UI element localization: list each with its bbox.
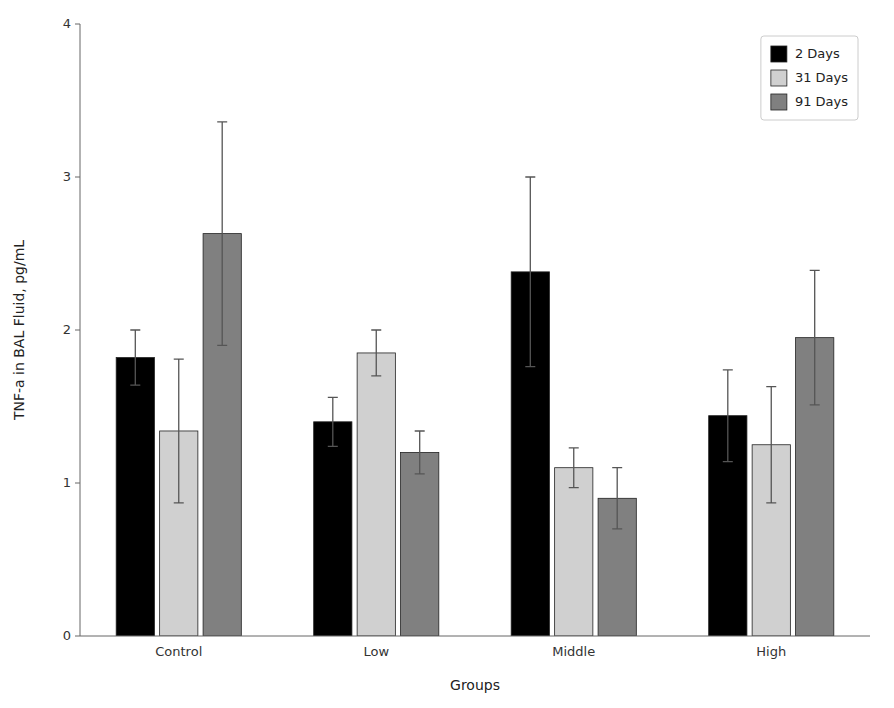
bar: [401, 452, 439, 636]
bar: [357, 353, 395, 636]
error-bar: [525, 177, 535, 367]
chart-container: 0 1 2 3 4 Control Low Middle High Groups TNF-a in …: [0, 0, 894, 708]
y-tick-label: 1: [63, 475, 71, 490]
y-axis-label: TNF-a in BAL Fluid, pg/mL: [11, 240, 27, 421]
bar: [555, 468, 593, 636]
error-bars: [130, 122, 819, 529]
y-axis: 0 1 2 3 4: [63, 16, 80, 643]
legend-label: 2 Days: [795, 46, 840, 61]
error-bar: [612, 468, 622, 529]
x-tick-label: Low: [363, 644, 389, 659]
legend-swatch: [771, 94, 787, 110]
y-tick-label: 4: [63, 16, 71, 31]
x-axis: Control Low Middle High: [155, 644, 786, 659]
legend-swatch: [771, 46, 787, 62]
legend-label: 31 Days: [795, 70, 848, 85]
legend: 2 Days 31 Days 91 Days: [761, 36, 858, 120]
series-bars: [203, 234, 834, 636]
y-tick-label: 3: [63, 169, 71, 184]
error-bar: [130, 330, 140, 385]
y-tick-label: 0: [63, 628, 71, 643]
error-bar: [569, 448, 579, 488]
y-tick: [75, 330, 80, 331]
bar: [314, 422, 352, 636]
x-tick-label: High: [756, 644, 786, 659]
legend-box: [761, 36, 858, 120]
x-axis-line: [80, 636, 870, 637]
error-bar: [415, 431, 425, 474]
series-bars: [160, 353, 791, 636]
bar: [116, 358, 154, 636]
error-bar: [723, 370, 733, 462]
error-bar: [174, 359, 184, 503]
y-axis-line: [80, 24, 81, 636]
error-bar: [217, 122, 227, 345]
y-tick: [75, 483, 80, 484]
legend-swatch: [771, 70, 787, 86]
y-tick: [75, 24, 80, 25]
error-bar: [328, 397, 338, 446]
y-tick: [75, 177, 80, 178]
chart-svg: 0 1 2 3 4 Control Low Middle High Groups TNF-a in …: [0, 0, 894, 708]
error-bar: [371, 330, 381, 376]
error-bar: [766, 387, 776, 503]
legend-label: 91 Days: [795, 94, 848, 109]
x-axis-label: Groups: [450, 677, 500, 693]
bars: [116, 234, 834, 636]
y-tick-label: 2: [63, 322, 71, 337]
y-tick: [75, 636, 80, 637]
error-bar: [810, 270, 820, 405]
x-tick-label: Middle: [552, 644, 595, 659]
x-tick-label: Control: [155, 644, 202, 659]
